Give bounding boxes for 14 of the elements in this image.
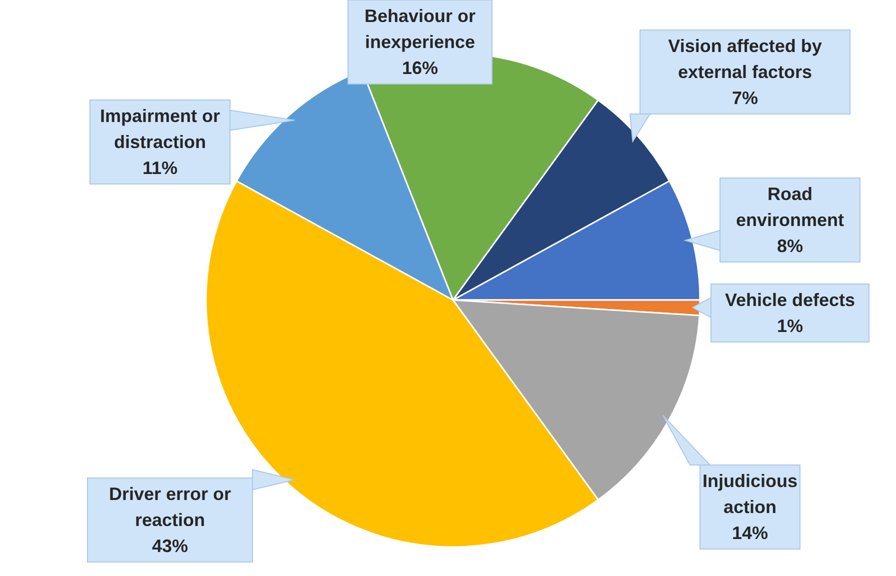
slice-label: Behaviour or inexperience: [364, 6, 476, 52]
slice-label: Injudicious action: [702, 471, 798, 517]
data-label: 1%: [776, 316, 804, 336]
slice-label: Impairment or distraction: [100, 106, 220, 152]
data-label: 8%: [776, 236, 804, 256]
slice-label: Road environment: [736, 184, 844, 230]
data-label: 11%: [142, 158, 178, 178]
slice-label: Driver error or reaction: [108, 484, 232, 530]
slice-label: Vehicle defects: [724, 290, 856, 310]
data-label: 7%: [732, 88, 758, 108]
slice-label: Vision affected by external factors: [668, 36, 822, 82]
data-label: 16%: [402, 58, 438, 78]
data-label: 43%: [152, 536, 188, 556]
data-label: 14%: [732, 523, 768, 543]
